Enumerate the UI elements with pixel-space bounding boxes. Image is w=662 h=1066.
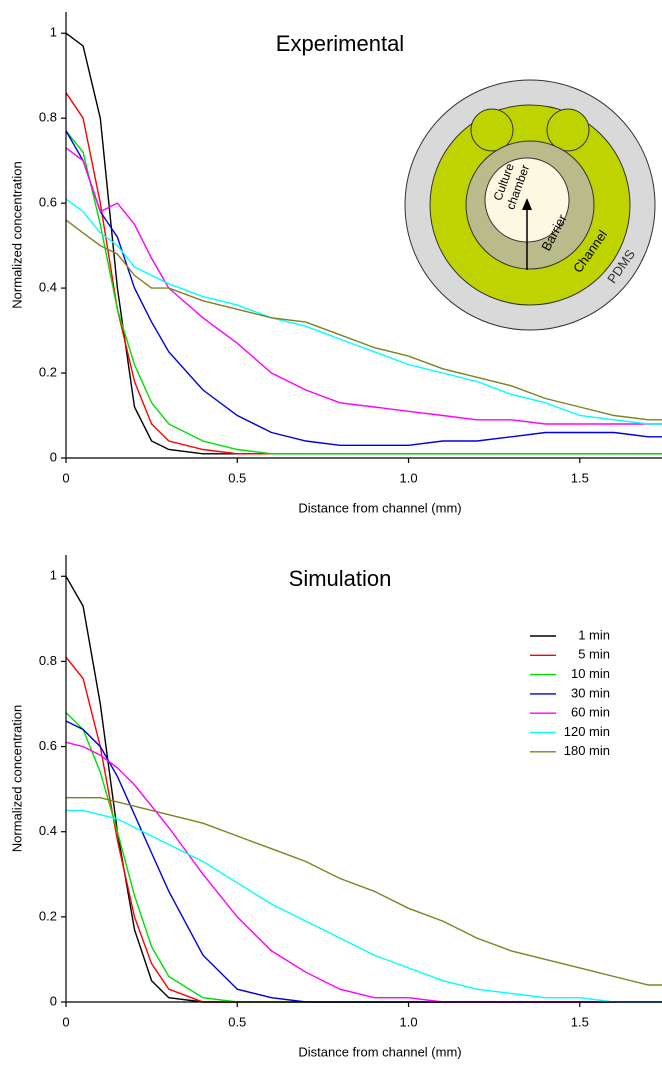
data-line xyxy=(66,797,662,986)
legend-label: 5 min xyxy=(578,647,610,662)
y-tick-label: 0.2 xyxy=(39,908,57,923)
port xyxy=(470,108,514,152)
x-axis-label: Distance from channel (mm) xyxy=(298,1044,461,1059)
chart-title: Simulation xyxy=(289,566,392,591)
data-line xyxy=(66,809,662,1003)
x-tick-label: 1.5 xyxy=(571,470,589,485)
legend-label: 10 min xyxy=(571,666,610,681)
legend-label: 180 min xyxy=(564,743,610,758)
x-tick-label: 0.5 xyxy=(228,470,246,485)
data-line xyxy=(65,720,662,1003)
data-line xyxy=(65,130,662,446)
x-axis-label: Distance from channel (mm) xyxy=(298,500,461,515)
x-tick-label: 0 xyxy=(62,1014,69,1029)
x-tick-label: 1.0 xyxy=(399,470,417,485)
x-tick-label: 1.5 xyxy=(571,1014,589,1029)
legend-label: 1 min xyxy=(578,627,610,642)
legend-label: 30 min xyxy=(571,685,610,700)
y-tick-label: 0 xyxy=(50,449,57,464)
y-tick-label: 0.4 xyxy=(39,280,57,295)
data-line xyxy=(65,130,662,455)
y-tick-label: 0.8 xyxy=(39,110,57,125)
y-tick-label: 1 xyxy=(50,568,57,583)
data-line xyxy=(65,219,662,421)
y-axis-label: Normalized concentration xyxy=(9,705,24,852)
data-line xyxy=(65,198,662,425)
port xyxy=(546,108,590,152)
y-tick-label: 0.6 xyxy=(39,195,57,210)
data-line xyxy=(65,741,662,1003)
y-tick-label: 0.8 xyxy=(39,653,57,668)
y-tick-label: 0 xyxy=(50,993,57,1008)
data-line xyxy=(65,575,662,1003)
data-line xyxy=(65,147,662,425)
inset-diagram: Culture chamber Barrier Channel PDMS xyxy=(404,79,656,331)
legend-label: 60 min xyxy=(571,705,610,720)
y-tick-label: 1 xyxy=(50,25,57,40)
y-tick-label: 0.6 xyxy=(39,738,57,753)
arrow-head xyxy=(522,198,532,210)
x-tick-label: 0 xyxy=(62,470,69,485)
y-tick-label: 0.4 xyxy=(39,823,57,838)
y-tick-label: 0.2 xyxy=(39,364,57,379)
legend-label: 120 min xyxy=(564,724,610,739)
y-axis-label: Normalized concentration xyxy=(9,161,24,308)
x-tick-label: 1.0 xyxy=(399,1014,417,1029)
x-tick-label: 0.5 xyxy=(228,1014,246,1029)
chart-title: Experimental xyxy=(276,31,404,56)
